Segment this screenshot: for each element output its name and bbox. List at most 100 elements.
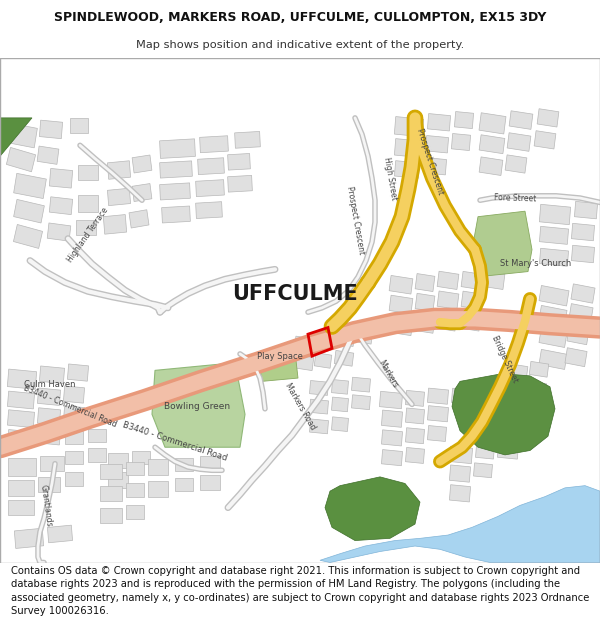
Bar: [355, 329, 373, 344]
Text: Prospect Crescent: Prospect Crescent: [415, 127, 445, 196]
Bar: [88, 429, 106, 442]
Text: Map shows position and indicative extent of the property.: Map shows position and indicative extent…: [136, 40, 464, 50]
Bar: [315, 333, 333, 349]
Bar: [161, 206, 190, 223]
Bar: [569, 304, 593, 323]
Bar: [539, 328, 567, 348]
Polygon shape: [452, 374, 555, 455]
Text: Bridge Street: Bridge Street: [490, 334, 520, 384]
Bar: [571, 223, 595, 241]
Bar: [571, 284, 595, 303]
Bar: [37, 388, 61, 406]
Bar: [449, 485, 470, 502]
Bar: [379, 391, 403, 409]
Bar: [78, 195, 98, 212]
Bar: [449, 446, 473, 464]
Bar: [451, 134, 470, 151]
Bar: [415, 315, 435, 333]
Bar: [65, 472, 83, 486]
Text: SPINDLEWOOD, MARKERS ROAD, UFFCULME, CULLOMPTON, EX15 3DY: SPINDLEWOOD, MARKERS ROAD, UFFCULME, CUL…: [54, 11, 546, 24]
Text: B3440 - Commercial Road: B3440 - Commercial Road: [22, 384, 118, 429]
Bar: [196, 179, 224, 197]
Polygon shape: [258, 352, 298, 381]
Bar: [406, 428, 425, 444]
Bar: [425, 136, 449, 153]
Bar: [539, 306, 567, 326]
Bar: [126, 506, 144, 519]
Bar: [314, 352, 332, 368]
Bar: [200, 474, 220, 490]
Bar: [8, 500, 34, 515]
Bar: [539, 204, 571, 224]
Bar: [200, 136, 229, 152]
Bar: [37, 408, 61, 425]
Bar: [415, 293, 435, 311]
Bar: [461, 313, 481, 331]
Bar: [40, 456, 64, 471]
Bar: [160, 183, 190, 200]
Bar: [7, 123, 37, 148]
Bar: [47, 525, 73, 542]
Text: Highland Terrace: Highland Terrace: [66, 206, 110, 264]
Text: High Street: High Street: [382, 156, 398, 201]
Bar: [565, 348, 587, 367]
Bar: [394, 161, 419, 178]
Bar: [476, 444, 494, 459]
Bar: [126, 484, 144, 497]
Bar: [539, 349, 567, 369]
Bar: [310, 399, 328, 414]
Bar: [437, 271, 459, 289]
Bar: [175, 458, 193, 471]
Bar: [504, 363, 528, 382]
Bar: [78, 165, 98, 181]
Bar: [389, 295, 413, 314]
Bar: [40, 366, 65, 384]
Text: Fore Street: Fore Street: [494, 192, 536, 203]
Bar: [539, 248, 569, 266]
Bar: [389, 276, 413, 294]
Bar: [527, 381, 547, 397]
Bar: [107, 188, 131, 206]
Bar: [427, 406, 449, 422]
Text: Grantlands: Grantlands: [38, 484, 53, 527]
Bar: [473, 463, 493, 478]
Bar: [294, 336, 314, 352]
Bar: [497, 442, 518, 459]
Bar: [507, 132, 531, 151]
Bar: [427, 114, 451, 131]
Bar: [126, 461, 144, 474]
Bar: [47, 223, 71, 241]
Bar: [332, 379, 349, 394]
Bar: [100, 508, 122, 523]
Bar: [7, 369, 37, 389]
Bar: [479, 135, 505, 154]
Bar: [509, 111, 533, 129]
Bar: [487, 231, 513, 253]
Polygon shape: [325, 477, 420, 541]
Polygon shape: [0, 118, 32, 156]
Bar: [489, 226, 521, 253]
Bar: [38, 477, 60, 492]
Bar: [534, 131, 556, 149]
Bar: [13, 224, 43, 248]
Bar: [64, 406, 85, 423]
Bar: [160, 161, 193, 178]
Bar: [382, 430, 403, 446]
Bar: [424, 158, 446, 175]
Bar: [335, 331, 355, 346]
Bar: [574, 201, 598, 219]
Text: UFFCULME: UFFCULME: [232, 284, 358, 304]
Bar: [227, 154, 250, 170]
Bar: [132, 184, 152, 201]
Bar: [332, 417, 349, 431]
Bar: [196, 202, 223, 219]
Bar: [382, 410, 403, 428]
Bar: [539, 226, 569, 244]
Bar: [100, 464, 122, 479]
Bar: [529, 361, 549, 377]
Polygon shape: [152, 362, 245, 448]
Bar: [14, 199, 44, 223]
Bar: [394, 139, 422, 158]
Bar: [103, 214, 127, 234]
Bar: [7, 429, 35, 448]
